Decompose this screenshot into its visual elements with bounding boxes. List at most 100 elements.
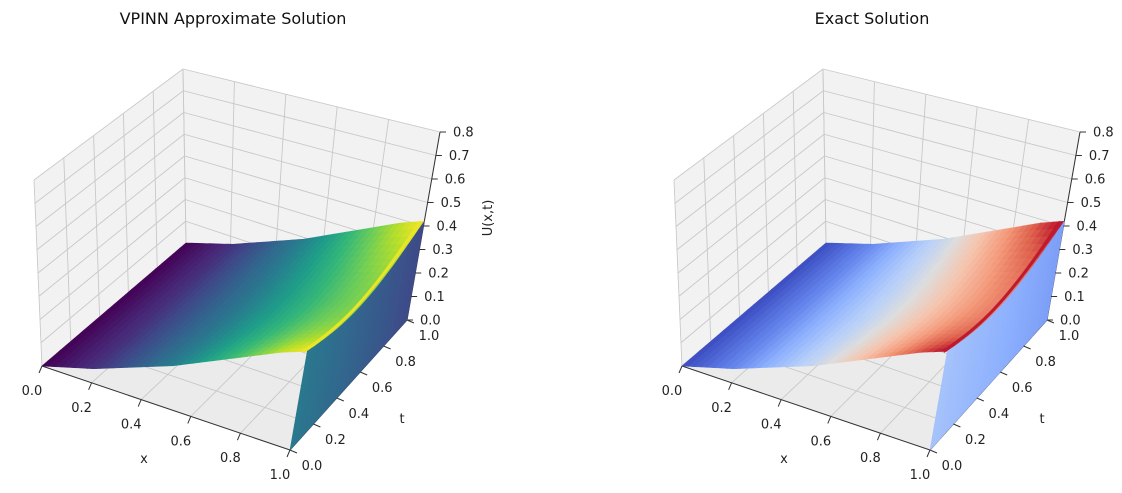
- t-tick-label: 0.8: [1035, 355, 1056, 370]
- t-tick-label: 0.8: [395, 355, 416, 370]
- t-axis-label: t: [1039, 412, 1044, 427]
- t-tick-label: 0.4: [348, 407, 369, 422]
- surface-ridge: [302, 220, 423, 353]
- surface-drop-face: [289, 220, 425, 451]
- surface: [41, 220, 425, 370]
- x-tick-label: 0.0: [662, 384, 683, 399]
- wall-grid-line: [40, 220, 186, 344]
- z-tick-label: 0.8: [453, 126, 474, 141]
- z-tick-label: 0.8: [1093, 126, 1114, 141]
- x-tick-label: 0.8: [860, 451, 881, 466]
- wall-grid-line: [182, 68, 441, 133]
- wall-grid-line: [824, 133, 1068, 203]
- z-tick-label: 0.3: [1072, 243, 1093, 258]
- t-tick-mark: [383, 345, 391, 350]
- wall-grid-line: [822, 68, 1081, 133]
- x-tick-mark: [38, 365, 43, 374]
- t-axis-label: t: [399, 412, 404, 427]
- z-tick-label: 0.4: [437, 220, 458, 235]
- x-tick-mark: [827, 416, 832, 424]
- z-tick-label: 0.7: [449, 149, 470, 164]
- chart-panel-1: 0.00.20.40.60.81.00.00.20.40.60.81.00.00…: [22, 9, 496, 483]
- x-axis-label: x: [780, 452, 788, 467]
- t-tick-label: 1.0: [1059, 329, 1080, 344]
- wall-grid-line: [679, 199, 826, 320]
- chart-title: VPINN Approximate Solution: [120, 9, 347, 28]
- t-tick-mark: [360, 371, 368, 376]
- wall-grid-line: [34, 90, 184, 204]
- z-tick-label: 0.5: [441, 196, 462, 211]
- t-tick-label: 0.6: [372, 381, 393, 396]
- surface: [681, 220, 1065, 370]
- z-tick-label: 0.0: [420, 314, 441, 329]
- z-tick-label: 0.5: [1081, 196, 1102, 211]
- t-tick-label: 0.4: [988, 407, 1009, 422]
- t-tick-mark: [953, 423, 961, 428]
- x-tick-mark: [926, 449, 931, 458]
- x-tick-mark: [678, 365, 683, 374]
- x-axis-line: [681, 365, 931, 451]
- wall-grid-line: [184, 155, 424, 227]
- t-tick-label: 0.0: [942, 459, 963, 474]
- wall-grid-line: [823, 112, 1072, 180]
- x-tick-label: 0.0: [22, 384, 43, 399]
- x-tick-label: 1.0: [910, 468, 931, 483]
- wall-grid-line: [33, 68, 184, 181]
- wall-grid-line: [677, 155, 825, 274]
- z-tick-label: 0.1: [424, 290, 445, 305]
- x-axis-line: [41, 365, 291, 451]
- z-tick-label: 0.2: [428, 267, 449, 282]
- x-tick-mark: [728, 382, 733, 390]
- t-tick-mark: [336, 397, 344, 402]
- x-tick-label: 0.4: [121, 418, 142, 433]
- x-tick-label: 0.6: [810, 434, 831, 449]
- chart-title: Exact Solution: [815, 9, 930, 28]
- x-tick-mark: [137, 399, 142, 407]
- z-tick-label: 0.1: [1064, 290, 1085, 305]
- wall-grid-line: [678, 177, 826, 297]
- t-tick-label: 0.6: [1012, 381, 1033, 396]
- x-tick-label: 0.4: [761, 418, 782, 433]
- wall-grid-line: [673, 68, 824, 181]
- t-tick-mark: [1000, 371, 1008, 376]
- x-tick-label: 0.2: [711, 401, 732, 416]
- x-tick-label: 0.8: [220, 451, 241, 466]
- wall-grid-line: [38, 177, 186, 297]
- wall-grid-line: [183, 112, 432, 180]
- z-tick-label: 0.6: [1085, 173, 1106, 188]
- t-tick-mark: [976, 397, 984, 402]
- z-axis-label: U(x,t): [481, 200, 496, 237]
- surface-ridge: [942, 220, 1063, 353]
- wall-grid-line: [183, 90, 436, 156]
- wall-grid-line: [823, 90, 1076, 156]
- wall-grid-line: [35, 112, 185, 227]
- wall-grid-line: [824, 155, 1064, 227]
- wall-grid-line: [184, 133, 428, 203]
- wall-grid-line: [36, 133, 185, 251]
- x-tick-mark: [236, 433, 241, 441]
- x-tick-label: 1.0: [270, 468, 291, 483]
- t-tick-mark: [289, 449, 298, 454]
- chart-panel-2: 0.00.20.40.60.81.00.00.20.40.60.81.00.00…: [662, 9, 1114, 483]
- z-tick-label: 0.0: [1060, 314, 1081, 329]
- wall-grid-line: [674, 90, 824, 204]
- wall-grid-line: [37, 155, 185, 274]
- z-tick-label: 0.3: [432, 243, 453, 258]
- x-tick-label: 0.2: [71, 401, 92, 416]
- t-tick-label: 1.0: [419, 329, 440, 344]
- t-tick-mark: [929, 449, 938, 454]
- x-tick-label: 0.6: [170, 434, 191, 449]
- x-tick-mark: [187, 416, 192, 424]
- wall-grid-line: [676, 133, 825, 251]
- wall-grid-line: [39, 199, 186, 320]
- wall-grid-line: [675, 112, 825, 227]
- z-tick-label: 0.2: [1068, 267, 1089, 282]
- wall-grid-line: [680, 220, 826, 344]
- surface-drop-face: [929, 220, 1065, 451]
- z-tick-label: 0.4: [1077, 220, 1098, 235]
- x-tick-mark: [286, 449, 291, 458]
- t-tick-label: 0.0: [302, 459, 323, 474]
- t-tick-mark: [313, 423, 321, 428]
- t-tick-mark: [1023, 345, 1031, 350]
